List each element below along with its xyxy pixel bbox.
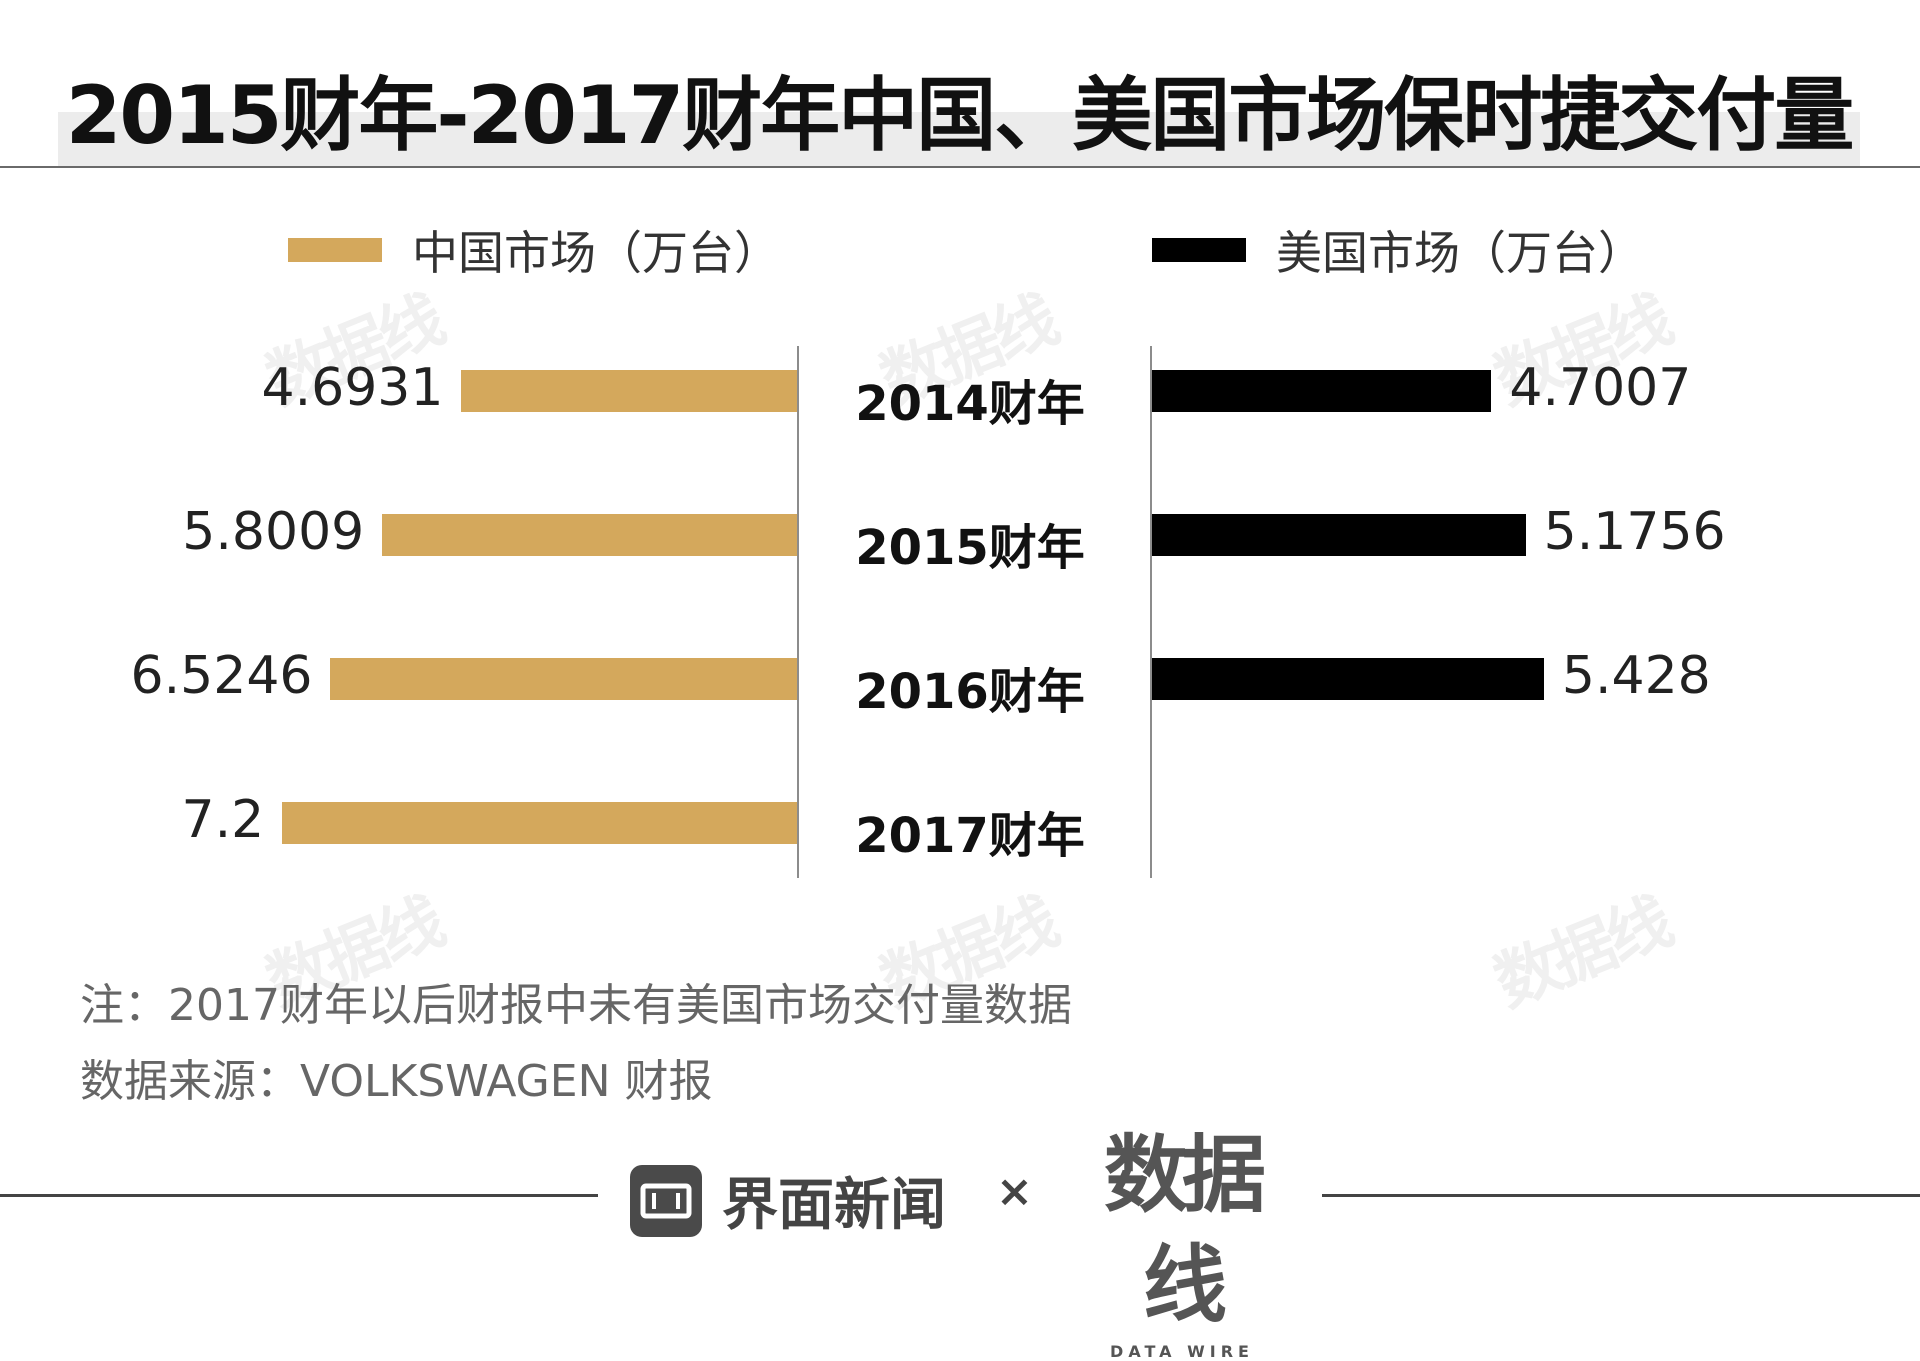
notes: 注：2017财年以后财报中未有美国市场交付量数据 数据来源：VOLKSWAGEN… bbox=[80, 968, 1072, 1120]
us-bar bbox=[1152, 370, 1492, 412]
jiemian-logo-icon bbox=[630, 1164, 702, 1237]
note-text: 注：2017财年以后财报中未有美国市场交付量数据 bbox=[80, 980, 1072, 1031]
china-value-label: 5.8009 bbox=[182, 502, 365, 562]
datawire-logo-subtext: DATA WIRE bbox=[1110, 1342, 1254, 1361]
us-bar bbox=[1152, 658, 1544, 700]
source-text: 数据来源：VOLKSWAGEN 财报 bbox=[80, 1056, 713, 1107]
datawire-logo-text: 数据线 bbox=[1103, 1126, 1266, 1334]
footer-rule-right bbox=[1322, 1194, 1920, 1197]
times-symbol: × bbox=[996, 1166, 1033, 1217]
china-value-label: 6.5246 bbox=[130, 646, 313, 706]
china-value-label: 4.6931 bbox=[261, 358, 444, 418]
legend-china-label: 中国市场（万台） bbox=[412, 226, 780, 280]
china-bar bbox=[282, 802, 797, 844]
category-label: 2014财年 bbox=[855, 376, 1085, 432]
legend-us-label: 美国市场（万台） bbox=[1276, 226, 1644, 280]
datawire-logo: 数据线 DATA WIRE bbox=[1072, 1120, 1292, 1361]
category-label: 2016财年 bbox=[855, 664, 1085, 720]
legend-us: 美国市场（万台） bbox=[1152, 220, 1644, 280]
watermark: 数据线 bbox=[1484, 885, 1680, 1022]
jiemian-logo-text: 界面新闻 bbox=[722, 1173, 946, 1238]
legend-us-swatch bbox=[1152, 238, 1246, 262]
chart-title: 2015财年-2017财年中国、美国市场保时捷交付量 bbox=[65, 69, 1855, 162]
category-label: 2015财年 bbox=[855, 520, 1085, 576]
china-bar bbox=[382, 514, 797, 556]
category-label: 2017财年 bbox=[855, 808, 1085, 864]
jiemian-logo: 界面新闻 bbox=[630, 1160, 946, 1241]
us-value-label: 4.7007 bbox=[1509, 358, 1692, 418]
us-axis-line bbox=[1150, 346, 1152, 878]
title-divider bbox=[0, 166, 1920, 168]
title-band bbox=[58, 112, 1860, 166]
us-bar bbox=[1152, 514, 1526, 556]
china-bar bbox=[330, 658, 797, 700]
footer-rule-left bbox=[0, 1194, 598, 1197]
us-value-label: 5.428 bbox=[1561, 646, 1711, 706]
china-axis-line bbox=[797, 346, 799, 878]
china-value-label: 7.2 bbox=[181, 790, 265, 850]
us-value-label: 5.1756 bbox=[1543, 502, 1726, 562]
china-bar bbox=[461, 370, 797, 412]
legend-china: 中国市场（万台） bbox=[288, 220, 780, 280]
legend-china-swatch bbox=[288, 238, 382, 262]
